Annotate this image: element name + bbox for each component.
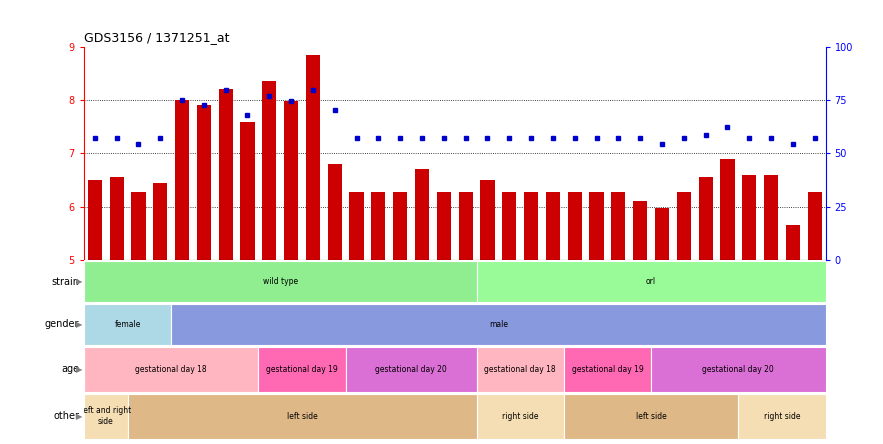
Bar bbox=[786, 226, 800, 260]
Bar bbox=[84, 261, 477, 302]
Bar bbox=[197, 105, 211, 260]
Bar bbox=[345, 346, 477, 392]
Text: right side: right side bbox=[764, 412, 800, 420]
Bar bbox=[350, 192, 364, 260]
Bar bbox=[480, 180, 494, 260]
Bar bbox=[458, 192, 472, 260]
Text: ▶: ▶ bbox=[76, 412, 82, 420]
Text: ▶: ▶ bbox=[76, 365, 82, 373]
Text: gestational day 18: gestational day 18 bbox=[135, 365, 207, 373]
Bar bbox=[590, 192, 604, 260]
Text: gestational day 20: gestational day 20 bbox=[703, 365, 774, 373]
Bar bbox=[372, 192, 386, 260]
Bar bbox=[477, 393, 564, 439]
Bar bbox=[175, 100, 189, 260]
Bar bbox=[502, 192, 517, 260]
Bar bbox=[132, 192, 146, 260]
Bar bbox=[564, 346, 651, 392]
Text: gender: gender bbox=[45, 319, 79, 329]
Bar bbox=[393, 192, 407, 260]
Bar bbox=[415, 170, 429, 260]
Bar bbox=[109, 178, 124, 260]
Text: wild type: wild type bbox=[262, 277, 298, 286]
Bar bbox=[171, 304, 826, 345]
Bar bbox=[477, 261, 826, 302]
Text: GDS3156 / 1371251_at: GDS3156 / 1371251_at bbox=[84, 32, 230, 44]
Bar bbox=[564, 393, 738, 439]
Text: gestational day 19: gestational day 19 bbox=[266, 365, 338, 373]
Bar bbox=[764, 175, 778, 260]
Text: gestational day 20: gestational day 20 bbox=[375, 365, 447, 373]
Text: other: other bbox=[54, 411, 79, 421]
Bar bbox=[84, 393, 127, 439]
Text: male: male bbox=[489, 320, 508, 329]
Text: gestational day 19: gestational day 19 bbox=[571, 365, 644, 373]
Text: ▶: ▶ bbox=[76, 320, 82, 329]
Text: left side: left side bbox=[636, 412, 667, 420]
Bar bbox=[676, 192, 691, 260]
Bar bbox=[262, 81, 276, 260]
Bar bbox=[698, 178, 713, 260]
Bar bbox=[219, 89, 233, 260]
Bar bbox=[84, 346, 259, 392]
Text: age: age bbox=[61, 364, 79, 374]
Bar bbox=[477, 346, 564, 392]
Bar bbox=[743, 175, 757, 260]
Bar bbox=[611, 192, 625, 260]
Text: female: female bbox=[114, 320, 140, 329]
Text: strain: strain bbox=[51, 277, 79, 286]
Bar bbox=[437, 192, 451, 260]
Bar bbox=[568, 192, 582, 260]
Text: orl: orl bbox=[646, 277, 656, 286]
Bar bbox=[259, 346, 345, 392]
Bar bbox=[655, 208, 669, 260]
Bar bbox=[153, 183, 168, 260]
Bar bbox=[284, 101, 298, 260]
Bar bbox=[738, 393, 826, 439]
Bar bbox=[721, 159, 735, 260]
Bar bbox=[127, 393, 477, 439]
Bar bbox=[87, 180, 102, 260]
Bar bbox=[651, 346, 826, 392]
Text: left and right
side: left and right side bbox=[80, 406, 131, 426]
Bar bbox=[524, 192, 539, 260]
Bar bbox=[240, 123, 254, 260]
Bar bbox=[84, 304, 171, 345]
Text: gestational day 18: gestational day 18 bbox=[485, 365, 556, 373]
Bar bbox=[306, 55, 320, 260]
Bar bbox=[546, 192, 560, 260]
Bar bbox=[633, 202, 647, 260]
Text: right side: right side bbox=[502, 412, 539, 420]
Bar bbox=[808, 192, 822, 260]
Text: left side: left side bbox=[287, 412, 317, 420]
Text: ▶: ▶ bbox=[76, 277, 82, 286]
Bar bbox=[328, 164, 342, 260]
